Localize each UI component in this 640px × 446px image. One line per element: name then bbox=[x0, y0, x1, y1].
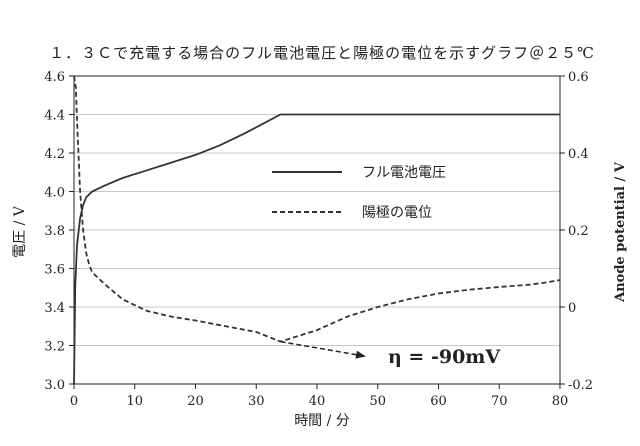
y-axis-right-ticks: -0.2 0 0.2 0.4 0.6 bbox=[560, 70, 593, 393]
x-tick-label: 40 bbox=[309, 394, 326, 409]
y-axis-left-ticks: 3.0 3.2 3.4 3.6 3.8 4.0 4.2 4.4 4.6 bbox=[44, 70, 74, 393]
y2-tick-label: -0.2 bbox=[568, 378, 593, 393]
x-axis-label: 時間 / 分 bbox=[294, 413, 350, 429]
x-tick-label: 60 bbox=[430, 394, 447, 409]
y2-tick-label: 0.4 bbox=[568, 147, 589, 162]
series-cell-voltage-line bbox=[74, 115, 560, 385]
chart-title: １．３Ｃで充電する場合のフル電池電圧と陽極の電位を示すグラフ＠２５℃ bbox=[49, 44, 595, 62]
x-tick-label: 50 bbox=[369, 394, 386, 409]
x-tick-label: 20 bbox=[187, 394, 204, 409]
annotation-eta: η = -90mV bbox=[388, 346, 501, 368]
chart-container: １．３Ｃで充電する場合のフル電池電圧と陽極の電位を示すグラフ＠２５℃ 0 10 20… bbox=[0, 0, 640, 446]
y-axis-left-label: 電圧 / V bbox=[12, 205, 28, 258]
chart-svg: １．３Ｃで充電する場合のフル電池電圧と陽極の電位を示すグラフ＠２５℃ 0 10 20… bbox=[0, 0, 640, 446]
y-tick-label: 3.0 bbox=[44, 378, 65, 393]
x-tick-label: 10 bbox=[126, 394, 143, 409]
series-anode-potential-line bbox=[74, 76, 560, 342]
x-tick-label: 0 bbox=[70, 394, 78, 409]
y-tick-label: 4.6 bbox=[44, 70, 65, 85]
x-tick-label: 70 bbox=[491, 394, 508, 409]
x-tick-label: 80 bbox=[552, 394, 569, 409]
y-tick-label: 3.4 bbox=[44, 301, 65, 316]
x-tick-label: 30 bbox=[248, 394, 265, 409]
y2-tick-label: 0.6 bbox=[568, 70, 589, 85]
x-axis-ticks: 0 10 20 30 40 50 60 70 80 bbox=[70, 384, 568, 409]
annotation-arrow bbox=[281, 342, 364, 356]
y2-tick-label: 0 bbox=[568, 301, 576, 316]
y-tick-label: 4.4 bbox=[44, 109, 65, 124]
y-axis-right-label: Anode potential / V bbox=[613, 161, 628, 303]
legend: フル電池電圧 陽極の電位 bbox=[272, 165, 446, 221]
gridlines bbox=[74, 76, 560, 384]
y2-tick-label: 0.2 bbox=[568, 224, 589, 239]
y-tick-label: 3.8 bbox=[44, 224, 65, 239]
legend-label-anode-potential: 陽極の電位 bbox=[362, 205, 432, 221]
y-tick-label: 4.2 bbox=[44, 147, 65, 162]
legend-label-cell-voltage: フル電池電圧 bbox=[362, 165, 446, 181]
y-tick-label: 4.0 bbox=[44, 186, 65, 201]
y-tick-label: 3.6 bbox=[44, 263, 65, 278]
y-tick-label: 3.2 bbox=[44, 340, 65, 355]
